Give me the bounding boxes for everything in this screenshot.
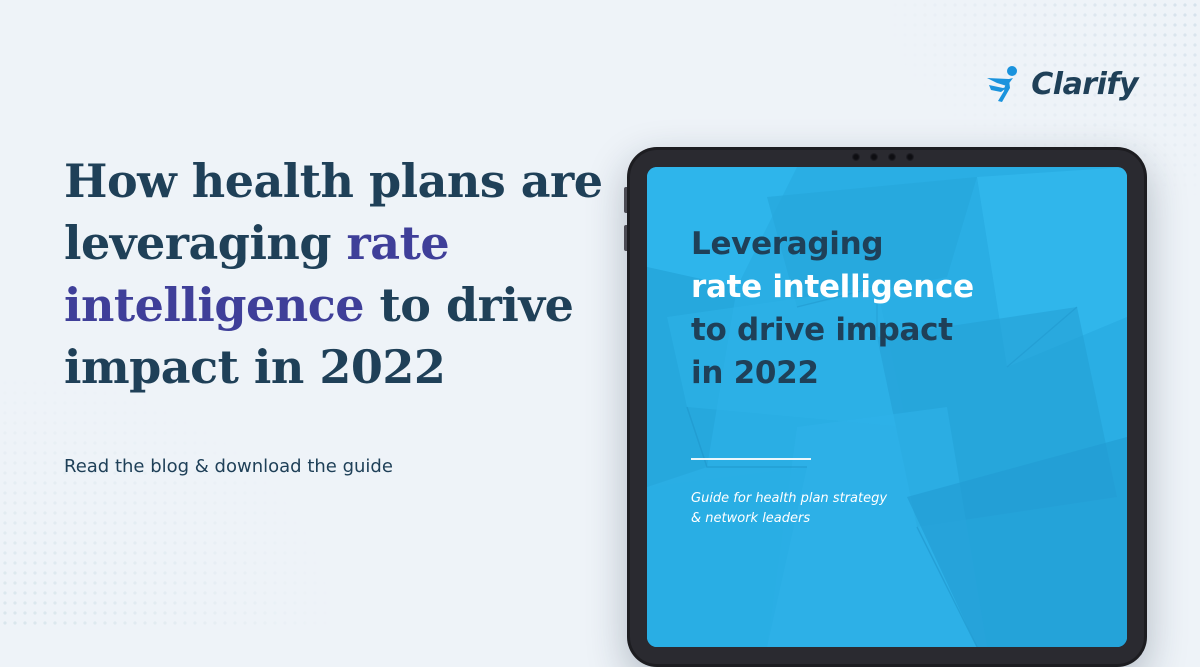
guide-title-line-4: in 2022 — [691, 355, 819, 391]
brand-name: Clarify — [1031, 66, 1138, 102]
sensor-icon — [888, 153, 896, 161]
guide-title-line-3: to drive impact — [691, 312, 953, 348]
headline-accent-rate: rate — [346, 216, 450, 270]
headline-line-2-start: leveraging — [64, 216, 347, 270]
headline-line-1: How health plans are — [64, 154, 603, 208]
guide-divider — [691, 458, 811, 460]
page-headline: How health plans are leveraging rate intel… — [64, 150, 604, 398]
camera-icon — [852, 153, 860, 161]
tablet-device: Leveraging rate intelligence to drive impa… — [624, 147, 1147, 667]
guide-title: Leveraging rate intelligence to drive impa… — [691, 223, 974, 395]
tablet-side-button — [624, 225, 627, 251]
tablet-screen-guide-cover[interactable]: Leveraging rate intelligence to drive impa… — [647, 167, 1127, 647]
sensor-icon — [870, 153, 878, 161]
running-figure-icon — [985, 64, 1023, 104]
sensor-icon — [906, 153, 914, 161]
tablet-camera-bar — [852, 153, 914, 161]
guide-title-line-1: Leveraging — [691, 226, 884, 262]
tablet-side-button — [624, 187, 627, 213]
decorative-dot-pattern-bottom — [0, 368, 340, 628]
guide-subtitle: Guide for health plan strategy & network… — [691, 489, 887, 529]
headline-line-3-end: to drive — [364, 278, 574, 332]
guide-subtitle-line-1: Guide for health plan strategy — [691, 491, 888, 506]
guide-title-line-2: rate intelligence — [691, 269, 974, 305]
headline-accent-intelligence: intelligence — [64, 278, 365, 332]
guide-subtitle-line-2: & network leaders — [691, 511, 811, 526]
paper-facets-background — [647, 167, 1127, 647]
brand-logo[interactable]: Clarify — [985, 64, 1138, 104]
call-to-action-text[interactable]: Read the blog & download the guide — [64, 456, 393, 477]
headline-line-4: impact in 2022 — [64, 340, 446, 394]
